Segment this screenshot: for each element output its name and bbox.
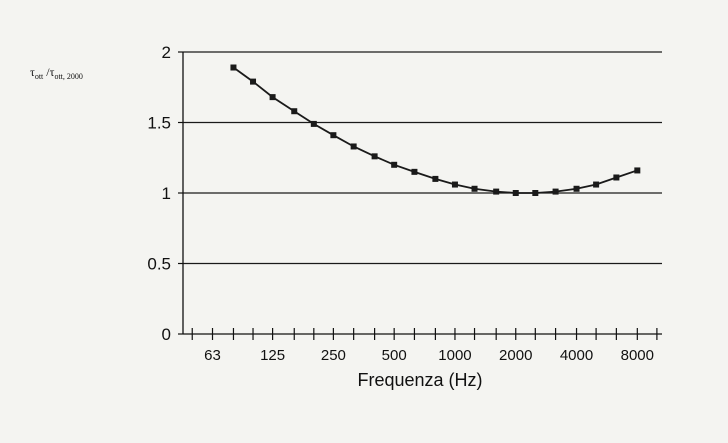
- series-layer: [230, 64, 641, 196]
- x-tick-label: 8000: [621, 347, 654, 364]
- data-point: [371, 153, 378, 160]
- y-label-tau-1: τ: [30, 65, 35, 79]
- y-tick-label: 0: [162, 325, 171, 344]
- data-point: [230, 64, 237, 71]
- data-point: [634, 167, 641, 174]
- data-point: [573, 185, 580, 192]
- data-point: [493, 188, 500, 195]
- data-point: [552, 188, 559, 195]
- data-point: [330, 132, 337, 139]
- data-point: [411, 168, 418, 175]
- y-tick-label: 1: [162, 184, 171, 203]
- data-point: [391, 161, 398, 168]
- data-point: [291, 108, 298, 115]
- data-point: [310, 120, 317, 127]
- y-tick-label: 2: [162, 43, 171, 62]
- grid-layer: [183, 51, 662, 265]
- x-tick-label: 4000: [560, 347, 593, 364]
- x-tick-label: 2000: [499, 347, 532, 364]
- data-point: [532, 190, 539, 196]
- y-label-sub-1: ott: [35, 72, 44, 81]
- data-point: [269, 94, 276, 101]
- data-point: [432, 175, 439, 182]
- data-point: [593, 181, 600, 188]
- x-tick-label: 1000: [438, 347, 471, 364]
- data-point: [451, 181, 458, 188]
- y-tick-label: 1.5: [147, 114, 171, 133]
- y-label-slash: /: [43, 65, 50, 79]
- series-line: [232, 66, 638, 194]
- x-axis-label: Frequenza (Hz): [357, 370, 482, 390]
- data-point: [613, 174, 620, 181]
- data-point: [512, 190, 519, 196]
- data-point: [471, 185, 478, 192]
- x-tick-label: 250: [321, 347, 346, 364]
- y-label-sub-2: ott, 2000: [54, 72, 82, 81]
- y-label-tau-2: τ: [50, 65, 55, 79]
- axis-layer: 0 0.5 1 1.5 2 63 125 250 500 1000 2000 4000 8000: [147, 43, 662, 364]
- y-tick-label: 0.5: [147, 255, 171, 274]
- x-tick-label: 500: [382, 347, 407, 364]
- data-point: [350, 143, 357, 150]
- y-axis-label: τott /τott, 2000: [30, 65, 83, 81]
- x-tick-label: 63: [204, 347, 221, 364]
- x-tick-label: 125: [260, 347, 285, 364]
- data-point: [250, 78, 257, 85]
